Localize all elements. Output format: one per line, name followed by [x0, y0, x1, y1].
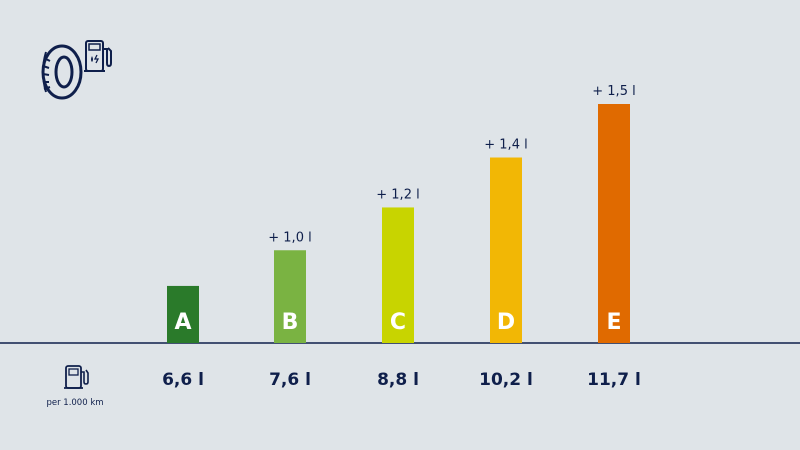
fuel-electric-pump-icon — [84, 40, 112, 72]
bar-group: A 6,6 l B + 1,0 l 7,6 l C + 1,2 l 8,8 l D + 1,4 l… — [162, 84, 641, 390]
bar-e — [598, 104, 630, 343]
bar-value-label: 8,8 l — [377, 370, 419, 390]
bar-value-label: 11,7 l — [587, 370, 641, 390]
fuel-pump-icon — [64, 365, 89, 389]
bar-value-label: 6,6 l — [162, 370, 204, 390]
bar-value-label: 10,2 l — [479, 370, 533, 390]
bar-delta-label: + 1,5 l — [592, 84, 635, 99]
bar-delta-label: + 1,4 l — [484, 138, 527, 153]
bar-delta-label: + 1,0 l — [268, 230, 311, 245]
bar-a — [167, 285, 199, 343]
bar-value-label: 7,6 l — [269, 370, 311, 390]
bar-d — [490, 157, 522, 343]
bar-category-label: E — [606, 310, 621, 335]
bar-category-label: B — [282, 310, 299, 335]
bar-b — [274, 250, 306, 343]
bar-category-label: A — [174, 310, 191, 335]
bar-c — [382, 207, 414, 343]
bar-category-label: D — [497, 310, 515, 335]
tyre-icon — [41, 44, 83, 100]
unit-label: per 1.000 km — [46, 398, 103, 408]
bar-category-label: C — [390, 310, 406, 335]
bar-delta-label: + 1,2 l — [376, 187, 419, 202]
